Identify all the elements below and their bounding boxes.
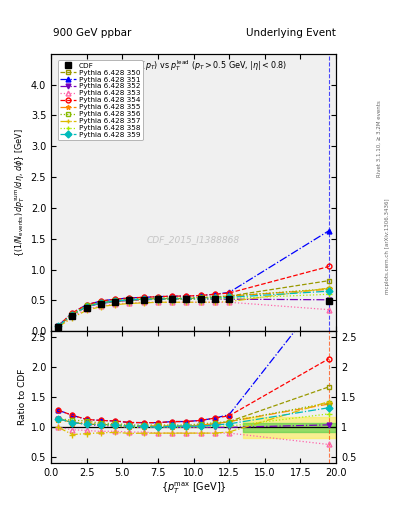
Y-axis label: Ratio to CDF: Ratio to CDF (18, 369, 27, 425)
Y-axis label: $\{(1/N_\mathrm{events})\,dp_T^\mathrm{sum}/d\eta,\,d\phi\}$ [GeV]: $\{(1/N_\mathrm{events})\,dp_T^\mathrm{s… (13, 128, 27, 257)
X-axis label: $\{p_T^\mathrm{max}$ [GeV]$\}$: $\{p_T^\mathrm{max}$ [GeV]$\}$ (161, 481, 226, 497)
Text: Average $\Sigma(p_T)$ vs $p_T^\mathrm{lead}$ ($p_T > 0.5$ GeV, $|\eta| < 0.8$): Average $\Sigma(p_T)$ vs $p_T^\mathrm{le… (101, 58, 286, 73)
Text: mcplots.cern.ch [arXiv:1306.3436]: mcplots.cern.ch [arXiv:1306.3436] (385, 198, 389, 293)
Text: Underlying Event: Underlying Event (246, 28, 336, 38)
Text: CDF_2015_I1388868: CDF_2015_I1388868 (147, 235, 240, 244)
Text: Rivet 3.1.10, ≥ 3.2M events: Rivet 3.1.10, ≥ 3.2M events (377, 100, 382, 177)
Text: 900 GeV ppbar: 900 GeV ppbar (53, 28, 131, 38)
Legend: CDF, Pythia 6.428 350, Pythia 6.428 351, Pythia 6.428 352, Pythia 6.428 353, Pyt: CDF, Pythia 6.428 350, Pythia 6.428 351,… (57, 60, 143, 140)
